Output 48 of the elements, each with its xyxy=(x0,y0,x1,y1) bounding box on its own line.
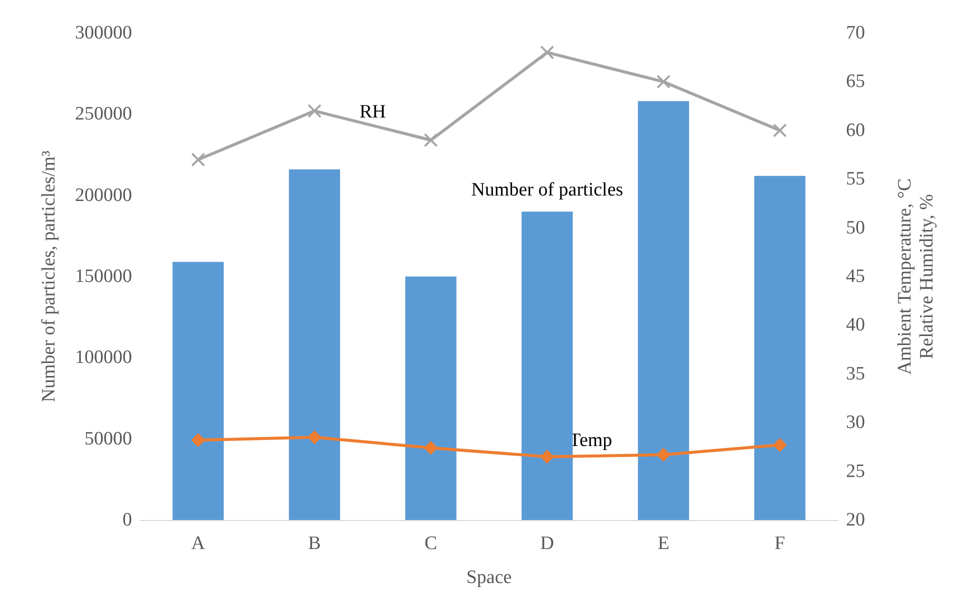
point xyxy=(540,450,554,464)
y2-tick-label: 55 xyxy=(846,168,865,190)
point xyxy=(191,433,206,448)
y2-tick-label: 35 xyxy=(846,363,865,384)
y2-tick-label: 25 xyxy=(846,460,865,482)
y-tick-label: 200000 xyxy=(75,184,132,206)
bar xyxy=(522,212,573,520)
y2-tick-label: 50 xyxy=(846,217,865,238)
x-tick-label: E xyxy=(658,533,670,554)
x-axis-title: Space xyxy=(466,567,512,588)
bar xyxy=(172,262,224,520)
point xyxy=(772,438,787,452)
point xyxy=(656,448,670,462)
y-tick-label: 150000 xyxy=(75,266,132,287)
y-tick-label: 100000 xyxy=(75,347,132,368)
y2-axis-title: Ambient Temperature, °C Relative Humidity, % xyxy=(894,178,938,375)
y2-tick-label: 65 xyxy=(846,71,865,92)
bar xyxy=(405,276,456,520)
y2-tick-label: 70 xyxy=(846,22,865,44)
point xyxy=(308,430,322,444)
bar xyxy=(754,176,806,520)
y2-tick-label: 40 xyxy=(846,314,865,336)
series-label: RH xyxy=(359,102,386,123)
y-tick-label: 300000 xyxy=(75,22,132,44)
point xyxy=(656,74,670,89)
x-tick-label: B xyxy=(308,533,321,554)
x-tick-label: A xyxy=(191,533,206,554)
point xyxy=(772,123,787,138)
y2-tick-label: 60 xyxy=(846,120,865,141)
y2-tick-label: 30 xyxy=(846,412,865,434)
point xyxy=(540,45,554,60)
x-tick-label: D xyxy=(540,533,554,554)
series-label: Temp xyxy=(569,430,612,452)
y-tick-label: 250000 xyxy=(75,104,132,125)
x-tick-label: F xyxy=(774,533,786,554)
bar xyxy=(288,169,340,520)
point xyxy=(308,104,322,118)
y-axis-title: Number of particles, particles/m³ xyxy=(38,150,60,402)
y-tick-label: 50000 xyxy=(84,428,132,450)
x-tick-label: C xyxy=(424,533,438,554)
y2-tick-label: 45 xyxy=(846,266,865,287)
point xyxy=(424,133,438,148)
bar xyxy=(638,101,690,520)
y-tick-label: 0 xyxy=(122,510,132,530)
series-label: Number of particles xyxy=(471,180,624,201)
point xyxy=(191,152,206,167)
point xyxy=(424,440,438,455)
y2-tick-label: 20 xyxy=(846,510,865,530)
